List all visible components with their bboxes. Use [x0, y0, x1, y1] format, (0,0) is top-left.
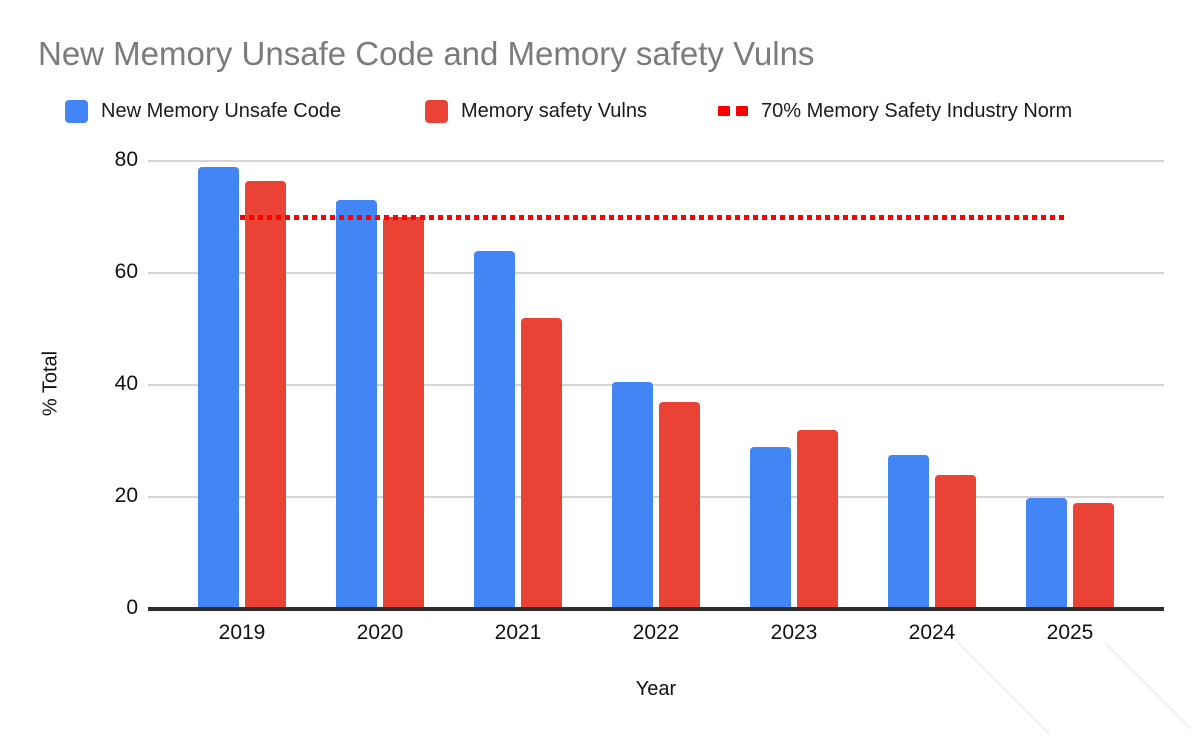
legend-label-vulns: Memory safety Vulns — [461, 99, 647, 122]
x-tick-label-2024: 2024 — [908, 621, 956, 644]
bar-unsafe-code-2023 — [750, 446, 791, 607]
legend-item-industry-norm: 70% Memory Safety Industry Norm — [718, 98, 1072, 124]
gridline-40 — [148, 384, 1164, 386]
bar-vulns-2019 — [245, 180, 286, 607]
y-tick-label-20: 20 — [114, 484, 138, 507]
x-tick-label-2021: 2021 — [494, 621, 542, 644]
y-tick-label-40: 40 — [114, 372, 138, 395]
legend-label-industry-norm: 70% Memory Safety Industry Norm — [761, 99, 1073, 122]
legend-swatch-red-icon — [425, 99, 448, 123]
bar-vulns-2024 — [935, 474, 976, 607]
gridline-20 — [148, 496, 1164, 498]
bar-vulns-2020 — [383, 217, 424, 607]
plot-area: 0 20 40 60 80 2019 2020 2021 2022 2023 2024 2025 — [115, 148, 1164, 644]
legend-item-vulns: Memory safety Vulns — [425, 98, 647, 124]
y-tick-label-80: 80 — [114, 148, 138, 171]
reference-line-70pct — [240, 214, 1066, 220]
x-tick-label-2022: 2022 — [632, 621, 680, 644]
bar-unsafe-code-2024 — [888, 455, 929, 607]
bar-vulns-2022 — [659, 401, 700, 607]
x-tick-label-2019: 2019 — [218, 621, 266, 644]
legend-label-unsafe-code: New Memory Unsafe Code — [101, 99, 342, 122]
bar-unsafe-code-2021 — [474, 250, 515, 607]
bar-unsafe-code-2025 — [1026, 498, 1067, 607]
x-tick-label-2020: 2020 — [356, 621, 404, 644]
bar-vulns-2025 — [1073, 502, 1114, 607]
x-tick-label-2023: 2023 — [770, 621, 818, 644]
y-axis-title: % Total — [39, 350, 62, 417]
legend-swatch-blue-icon — [65, 99, 88, 123]
gridline-80 — [148, 160, 1164, 162]
bar-unsafe-code-2020 — [336, 200, 377, 607]
legend-item-unsafe-code: New Memory Unsafe Code — [65, 98, 341, 124]
bar-vulns-2021 — [521, 317, 562, 607]
gridline-60 — [148, 272, 1164, 274]
bar-unsafe-code-2022 — [612, 382, 653, 607]
bar-unsafe-code-2019 — [198, 166, 239, 607]
x-tick-label-2025: 2025 — [1046, 621, 1094, 644]
bar-vulns-2023 — [797, 429, 838, 607]
chart-title: New Memory Unsafe Code and Memory safety… — [38, 35, 815, 72]
x-axis-title: Year — [635, 678, 677, 700]
y-tick-label-60: 60 — [114, 260, 138, 283]
legend-dotted-line-icon — [718, 106, 748, 116]
x-axis-line — [148, 607, 1164, 611]
y-tick-label-0: 0 — [126, 596, 138, 619]
